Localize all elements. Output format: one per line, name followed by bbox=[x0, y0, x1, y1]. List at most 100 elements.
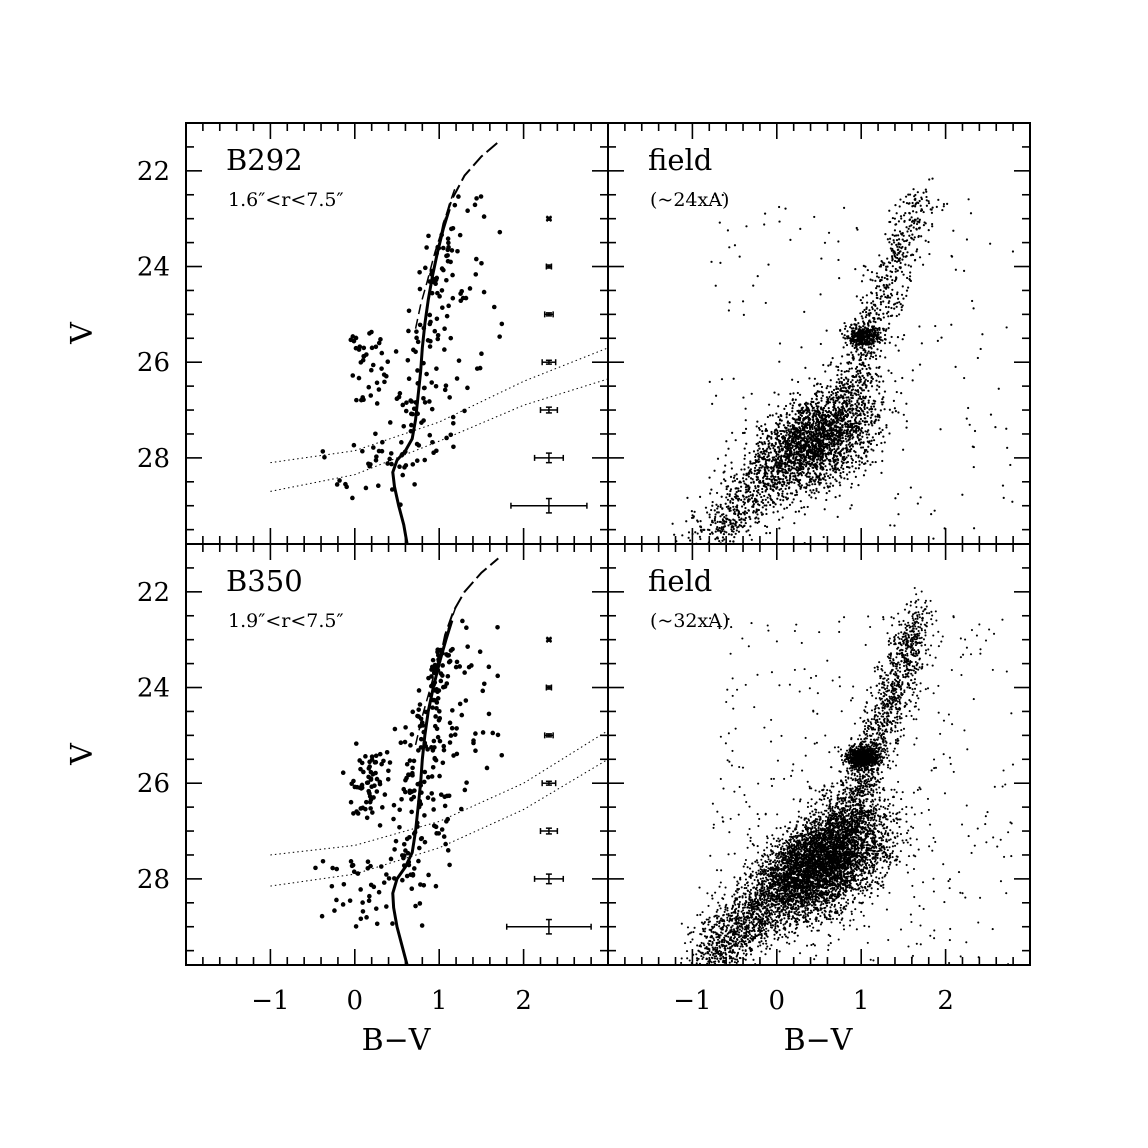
field-star-point bbox=[792, 498, 795, 501]
field-star-point bbox=[961, 493, 964, 496]
field-star-point bbox=[817, 405, 820, 408]
field-star-point bbox=[839, 362, 842, 365]
star-point bbox=[440, 663, 445, 668]
field-star-point bbox=[852, 430, 855, 433]
field-star-point bbox=[877, 432, 881, 436]
field-star-point bbox=[885, 268, 888, 271]
field-star-point bbox=[979, 347, 982, 351]
field-star-point bbox=[844, 414, 847, 417]
star-point bbox=[366, 384, 372, 390]
star-point bbox=[418, 745, 424, 750]
field-star-point bbox=[728, 494, 731, 498]
field-star-point bbox=[870, 334, 873, 337]
field-star-point bbox=[860, 341, 864, 344]
field-star-point bbox=[742, 396, 745, 399]
field-star-point bbox=[791, 410, 794, 413]
field-star-point bbox=[888, 283, 891, 286]
star-point bbox=[431, 738, 437, 744]
field-star-point bbox=[778, 360, 781, 363]
field-star-point bbox=[775, 453, 779, 456]
field-star-point bbox=[738, 255, 741, 258]
star-point bbox=[368, 863, 373, 869]
star-point bbox=[423, 265, 428, 271]
field-star-point bbox=[813, 215, 816, 219]
field-star-point bbox=[857, 372, 860, 375]
field-star-point bbox=[858, 463, 861, 466]
field-star-point bbox=[910, 224, 913, 227]
star-point bbox=[411, 758, 417, 764]
field-star-point bbox=[738, 765, 741, 769]
field-star-point bbox=[724, 502, 727, 505]
field-star-point bbox=[769, 447, 772, 450]
field-star-point bbox=[901, 338, 904, 341]
field-star-point bbox=[767, 403, 771, 406]
field-star-point bbox=[773, 444, 776, 448]
field-star-point bbox=[865, 307, 868, 310]
field-star-point bbox=[895, 305, 898, 308]
star-point bbox=[410, 462, 416, 467]
field-star-point bbox=[816, 407, 819, 410]
star-point bbox=[429, 774, 435, 779]
star-point bbox=[425, 795, 431, 801]
field-star-point bbox=[771, 478, 774, 481]
field-star-point bbox=[789, 425, 792, 428]
field-star-point bbox=[857, 397, 860, 400]
star-point bbox=[373, 457, 379, 463]
field-star-point bbox=[799, 500, 802, 503]
star-point bbox=[406, 328, 411, 334]
field-star-point bbox=[891, 411, 894, 414]
field-star-point bbox=[820, 458, 824, 461]
field-star-point bbox=[758, 428, 761, 431]
field-star-point bbox=[839, 450, 843, 453]
field-star-point bbox=[884, 356, 887, 359]
star-point bbox=[459, 289, 465, 294]
field-star-point bbox=[972, 527, 976, 530]
field-star-point bbox=[713, 519, 716, 522]
field-star-point bbox=[867, 429, 870, 432]
field-star-point bbox=[853, 334, 856, 337]
field-star-point bbox=[859, 355, 862, 359]
star-point bbox=[415, 339, 421, 345]
star-point bbox=[405, 850, 411, 856]
field-star-point bbox=[890, 306, 893, 310]
field-star-point bbox=[836, 448, 839, 451]
field-star-point bbox=[849, 362, 853, 365]
field-star-point bbox=[766, 459, 769, 462]
field-star-point bbox=[859, 312, 862, 315]
field-star-point bbox=[869, 346, 872, 349]
field-star-point bbox=[699, 525, 702, 528]
field-star-point bbox=[895, 390, 898, 394]
field-star-point bbox=[791, 417, 794, 420]
field-star-point bbox=[839, 422, 842, 425]
field-star-point bbox=[821, 466, 825, 469]
field-star-point bbox=[859, 371, 862, 375]
field-star-point bbox=[820, 421, 823, 425]
field-star-point bbox=[845, 402, 848, 405]
field-star-point bbox=[840, 442, 843, 445]
field-star-point bbox=[840, 460, 843, 463]
field-star-point bbox=[769, 487, 772, 490]
field-star-point bbox=[863, 338, 866, 341]
field-star-point bbox=[902, 273, 905, 276]
field-star-point bbox=[737, 512, 740, 516]
field-star-point bbox=[730, 461, 733, 464]
field-star-point bbox=[825, 396, 829, 399]
field-star-point bbox=[841, 408, 844, 411]
field-star-point bbox=[834, 424, 837, 427]
field-star-point bbox=[886, 257, 889, 260]
field-star-point bbox=[821, 449, 824, 453]
star-point bbox=[375, 483, 381, 489]
field-star-point bbox=[745, 225, 748, 228]
field-star-point bbox=[931, 206, 934, 209]
field-star-point bbox=[796, 428, 799, 431]
field-star-point bbox=[830, 439, 833, 442]
star-point bbox=[313, 865, 318, 871]
field-star-point bbox=[855, 345, 858, 348]
field-star-point bbox=[778, 469, 781, 472]
field-star-point bbox=[902, 333, 906, 337]
star-point bbox=[417, 798, 422, 804]
field-star-point bbox=[755, 509, 758, 513]
field-star-point bbox=[813, 392, 817, 395]
field-star-point bbox=[797, 440, 800, 444]
field-star-point bbox=[748, 916, 751, 919]
